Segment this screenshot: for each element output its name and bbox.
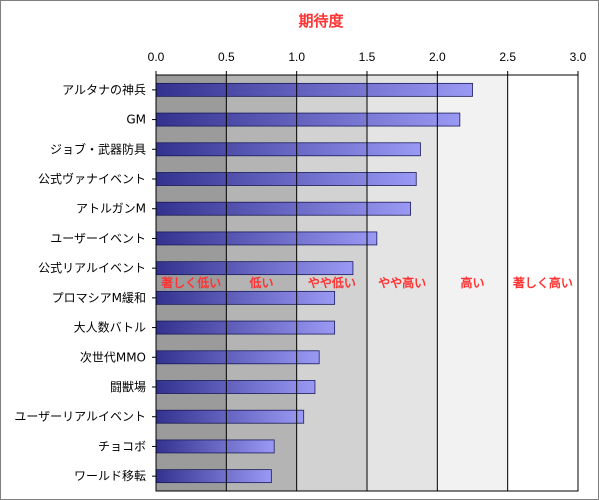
bar-9 [155, 350, 320, 365]
bar-7 [155, 290, 336, 305]
band-label-5: 著しく高い [512, 275, 573, 290]
band-5 [507, 75, 578, 491]
bar-13 [155, 469, 272, 484]
category-label-8: 大人数バトル [74, 320, 146, 335]
category-label-9: 次世代MMO [80, 350, 146, 364]
band-4 [437, 75, 508, 491]
category-label-2: ジョブ・武器防具 [50, 141, 146, 156]
bar-3 [155, 172, 417, 186]
bar-2 [155, 142, 421, 157]
category-label-5: ユーザーイベント [50, 231, 146, 245]
chart-title: 期待度 [298, 12, 344, 30]
x-tick-label-2: 1.0 [288, 50, 305, 64]
band-label-4: 高い [460, 275, 484, 290]
category-label-12: チョコボ [98, 439, 146, 453]
category-label-1: GM [126, 113, 146, 127]
bar-6 [155, 261, 354, 276]
category-label-10: 闘獣場 [110, 380, 146, 394]
bar-5 [155, 231, 378, 246]
bar-8 [155, 320, 336, 335]
category-label-3: 公式ヴァナイベント [38, 171, 146, 186]
bar-4 [155, 201, 412, 216]
x-tick-label-3: 1.5 [359, 50, 376, 64]
band-label-2: やや低い [308, 275, 356, 290]
band-label-0: 著しく低い [160, 275, 221, 290]
band-label-1: 低い [248, 275, 273, 290]
category-label-4: アトルガンM [76, 202, 146, 216]
category-label-7: プロマシアM緩和 [52, 291, 146, 305]
x-tick-label-4: 2.0 [429, 50, 446, 64]
category-label-6: 公式リアルイベント [38, 261, 146, 275]
band-label-3: やや高い [378, 275, 426, 290]
bar-10 [155, 380, 316, 394]
category-label-0: アルタナの神兵 [62, 83, 146, 97]
bar-0 [155, 82, 473, 97]
bar-11 [155, 409, 305, 424]
x-tick-label-6: 3.0 [570, 50, 587, 64]
category-label-13: ワールド移転 [74, 469, 146, 483]
category-label-11: ユーザーリアルイベント [14, 410, 146, 424]
bar-1 [155, 112, 461, 127]
x-tick-label-0: 0.0 [148, 50, 165, 64]
bar-12 [155, 439, 275, 454]
x-tick-label-5: 2.5 [499, 50, 516, 64]
x-tick-label-1: 0.5 [218, 50, 235, 64]
